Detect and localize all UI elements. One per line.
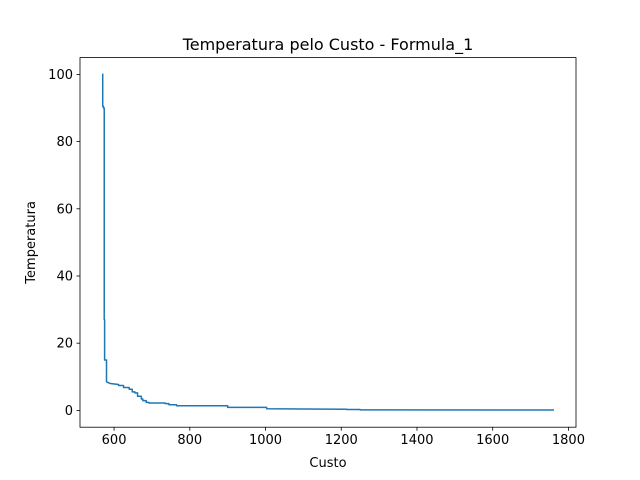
y-tick-label: 80 (56, 135, 73, 150)
chart-title: Temperatura pelo Custo - Formula_1 (182, 35, 474, 55)
series-line-0 (101, 73, 555, 411)
series-layer (101, 73, 555, 411)
y-tick-label: 100 (48, 68, 73, 83)
x-tick-label: 600 (102, 433, 127, 448)
y-axis-ticks: 0 20 40 60 80 100 (48, 68, 80, 419)
y-tick-label: 0 (65, 404, 73, 419)
x-tick-label: 1400 (400, 433, 433, 448)
x-tick-label: 1000 (249, 433, 282, 448)
plot-background (80, 57, 576, 428)
x-tick-label: 1200 (325, 433, 358, 448)
x-tick-label: 1800 (552, 433, 585, 448)
y-tick-label: 60 (56, 202, 73, 217)
x-tick-label: 1600 (476, 433, 509, 448)
plot-frame (79, 57, 577, 428)
x-axis-ticks: 600 800 1000 1200 1400 1600 1800 (102, 427, 585, 448)
x-tick-label: 800 (177, 433, 202, 448)
y-tick-label: 20 (56, 337, 73, 352)
y-axis-label: Temperatura (24, 201, 39, 285)
y-tick-label: 40 (56, 270, 73, 285)
x-axis-label: Custo (309, 456, 346, 471)
